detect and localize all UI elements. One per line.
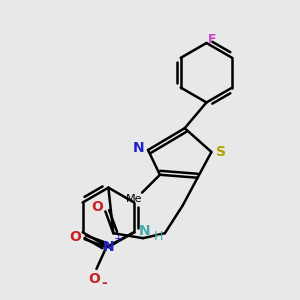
Text: -: - bbox=[101, 276, 107, 290]
Text: N: N bbox=[103, 240, 114, 254]
Text: Me: Me bbox=[126, 194, 142, 203]
Text: N: N bbox=[139, 224, 151, 238]
Text: +: + bbox=[114, 234, 123, 244]
Text: O: O bbox=[88, 272, 101, 286]
Text: O: O bbox=[92, 200, 104, 214]
Text: N: N bbox=[132, 141, 144, 155]
Text: F: F bbox=[208, 32, 217, 46]
Text: O: O bbox=[70, 230, 82, 244]
Text: S: S bbox=[216, 145, 226, 159]
Text: H: H bbox=[154, 230, 164, 243]
